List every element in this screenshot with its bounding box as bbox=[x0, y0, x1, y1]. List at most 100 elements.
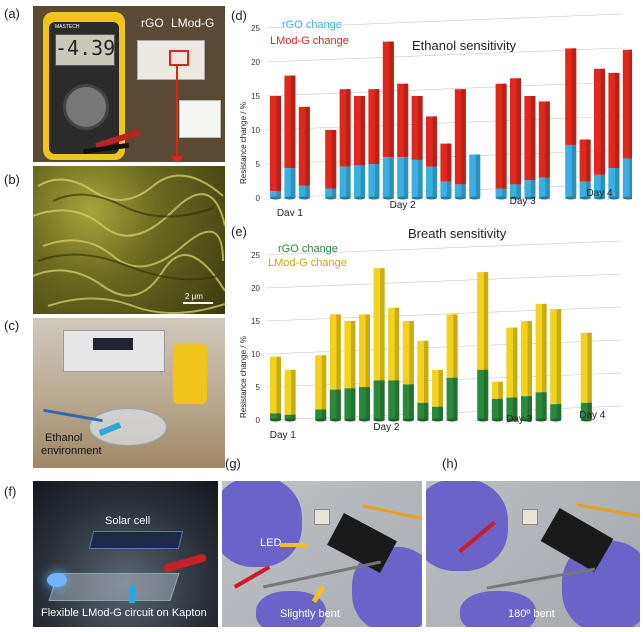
bar-1 bbox=[284, 369, 296, 422]
panel-label-b: (b) bbox=[4, 172, 20, 187]
bar-14 bbox=[506, 327, 518, 422]
lmod-bar-segment bbox=[325, 130, 337, 189]
bar-base bbox=[454, 196, 466, 200]
panel-label-a: (a) bbox=[4, 6, 20, 21]
rgo-bar-side bbox=[336, 389, 341, 420]
solar-cell bbox=[88, 531, 184, 549]
bar-base bbox=[270, 196, 281, 200]
lmod-bar-segment bbox=[402, 321, 414, 385]
led-label: LED bbox=[260, 537, 282, 549]
rgo-bar-side bbox=[305, 185, 310, 198]
bar-base bbox=[373, 418, 385, 422]
bar-base bbox=[270, 418, 281, 422]
bar-base bbox=[535, 418, 547, 422]
rgo-bar-side bbox=[418, 159, 423, 198]
lmod-bar-side bbox=[513, 327, 518, 398]
rgo-bar-side bbox=[346, 166, 351, 198]
rgo-bar-side bbox=[453, 377, 458, 420]
lmod-bar-segment bbox=[550, 309, 562, 405]
bar-6 bbox=[368, 89, 380, 200]
rgo-bar-side bbox=[276, 413, 281, 420]
bar-7 bbox=[388, 307, 400, 422]
y-tick-label: 5 bbox=[256, 383, 261, 392]
rgo-bar-side bbox=[389, 157, 394, 198]
lmod-bar-segment bbox=[477, 272, 489, 370]
rgo-bar-side bbox=[629, 158, 632, 198]
rgo-bar-segment bbox=[315, 409, 327, 420]
lmod-bar-segment bbox=[411, 96, 423, 160]
lmod-bar-segment bbox=[417, 340, 429, 403]
bar-base bbox=[538, 196, 550, 200]
day-label: Day 2 bbox=[373, 422, 400, 433]
bar-7 bbox=[382, 41, 394, 200]
lmod-bar-side bbox=[331, 130, 337, 189]
rgo-bar-segment bbox=[344, 388, 356, 420]
bar-base bbox=[565, 196, 577, 200]
rgo-bar-segment bbox=[622, 158, 632, 198]
lmod-bar-segment bbox=[426, 116, 437, 167]
bar-14 bbox=[495, 83, 507, 200]
rgo-bar-segment bbox=[506, 397, 518, 420]
photo-flexible-circuit: Solar cell Flexible LMod-G circuit on Ka… bbox=[33, 481, 218, 627]
scale-bar-label: 2 μm bbox=[185, 292, 203, 301]
lmod-bar-side bbox=[394, 307, 400, 381]
rgo-bar-side bbox=[403, 157, 409, 198]
bar-base bbox=[446, 418, 458, 422]
lmod-bar-segment bbox=[594, 68, 605, 175]
lmod-bar-side bbox=[516, 78, 521, 185]
y-tick-label: 0 bbox=[256, 194, 261, 203]
rgo-bar-side bbox=[375, 164, 380, 198]
lmod-bar-side bbox=[545, 101, 550, 178]
rgo-bar-segment bbox=[565, 144, 577, 198]
lmod-bar-segment bbox=[329, 314, 341, 390]
lmod-bar-side bbox=[291, 75, 296, 169]
lmod-bar-segment bbox=[368, 89, 380, 164]
bar-16 bbox=[535, 303, 547, 422]
bar-2 bbox=[298, 106, 310, 200]
photo-multimeter: -4.39 MASTECH rGO LMod-G bbox=[33, 6, 225, 162]
bar-base bbox=[622, 196, 632, 200]
lmod-bar-side bbox=[424, 340, 429, 403]
chart-e-legend-lmod: LMod-G change bbox=[268, 257, 347, 269]
lmod-bar-side bbox=[438, 369, 443, 407]
lmod-bar-side bbox=[556, 309, 562, 405]
day-label: Day 4 bbox=[586, 188, 613, 199]
rgo-bar-segment bbox=[325, 188, 337, 198]
lmod-bar-side bbox=[586, 139, 591, 182]
bar-base bbox=[426, 196, 437, 200]
lmod-bar-segment bbox=[440, 143, 452, 182]
rgo-bar-segment bbox=[368, 164, 380, 198]
lmod-bar-side bbox=[527, 321, 532, 397]
rgo-bar-segment bbox=[411, 159, 423, 198]
dish bbox=[89, 408, 167, 446]
scale-bar bbox=[183, 302, 213, 304]
lmod-bar-segment bbox=[491, 381, 503, 399]
lmod-bar-side bbox=[447, 143, 452, 182]
rgo-bar-side bbox=[432, 166, 437, 198]
lmod-bar-side bbox=[346, 89, 351, 167]
lmod-bar-side bbox=[409, 321, 414, 385]
glove-left bbox=[426, 481, 508, 571]
bar-12 bbox=[477, 272, 489, 422]
rgo-bar-side bbox=[461, 184, 466, 198]
rgo-bar-side bbox=[438, 406, 443, 420]
bar-base bbox=[402, 418, 414, 422]
lmod-bar-side bbox=[418, 96, 423, 160]
bar-base bbox=[339, 196, 351, 200]
rgo-bar-segment bbox=[510, 184, 521, 198]
lmod-bar-side bbox=[321, 355, 327, 410]
bar-22 bbox=[622, 49, 632, 200]
bar-base bbox=[510, 196, 521, 200]
bar-9 bbox=[411, 96, 423, 200]
lmod-bar-side bbox=[615, 72, 620, 169]
lmod-bar-side bbox=[403, 83, 409, 158]
photo-slightly-bent: LED Slightly bent bbox=[222, 481, 422, 627]
lmod-bar-side bbox=[336, 314, 341, 390]
y-tick-label: 10 bbox=[251, 350, 260, 359]
rgo-bar-side bbox=[542, 392, 547, 420]
panel-label-e: (e) bbox=[231, 224, 247, 239]
ethanol-annotation-line2: environment bbox=[41, 445, 102, 457]
lmod-bar-side bbox=[389, 41, 394, 158]
bar-1 bbox=[284, 75, 296, 200]
circuit-caption: Flexible LMod-G circuit on Kapton bbox=[41, 607, 207, 619]
